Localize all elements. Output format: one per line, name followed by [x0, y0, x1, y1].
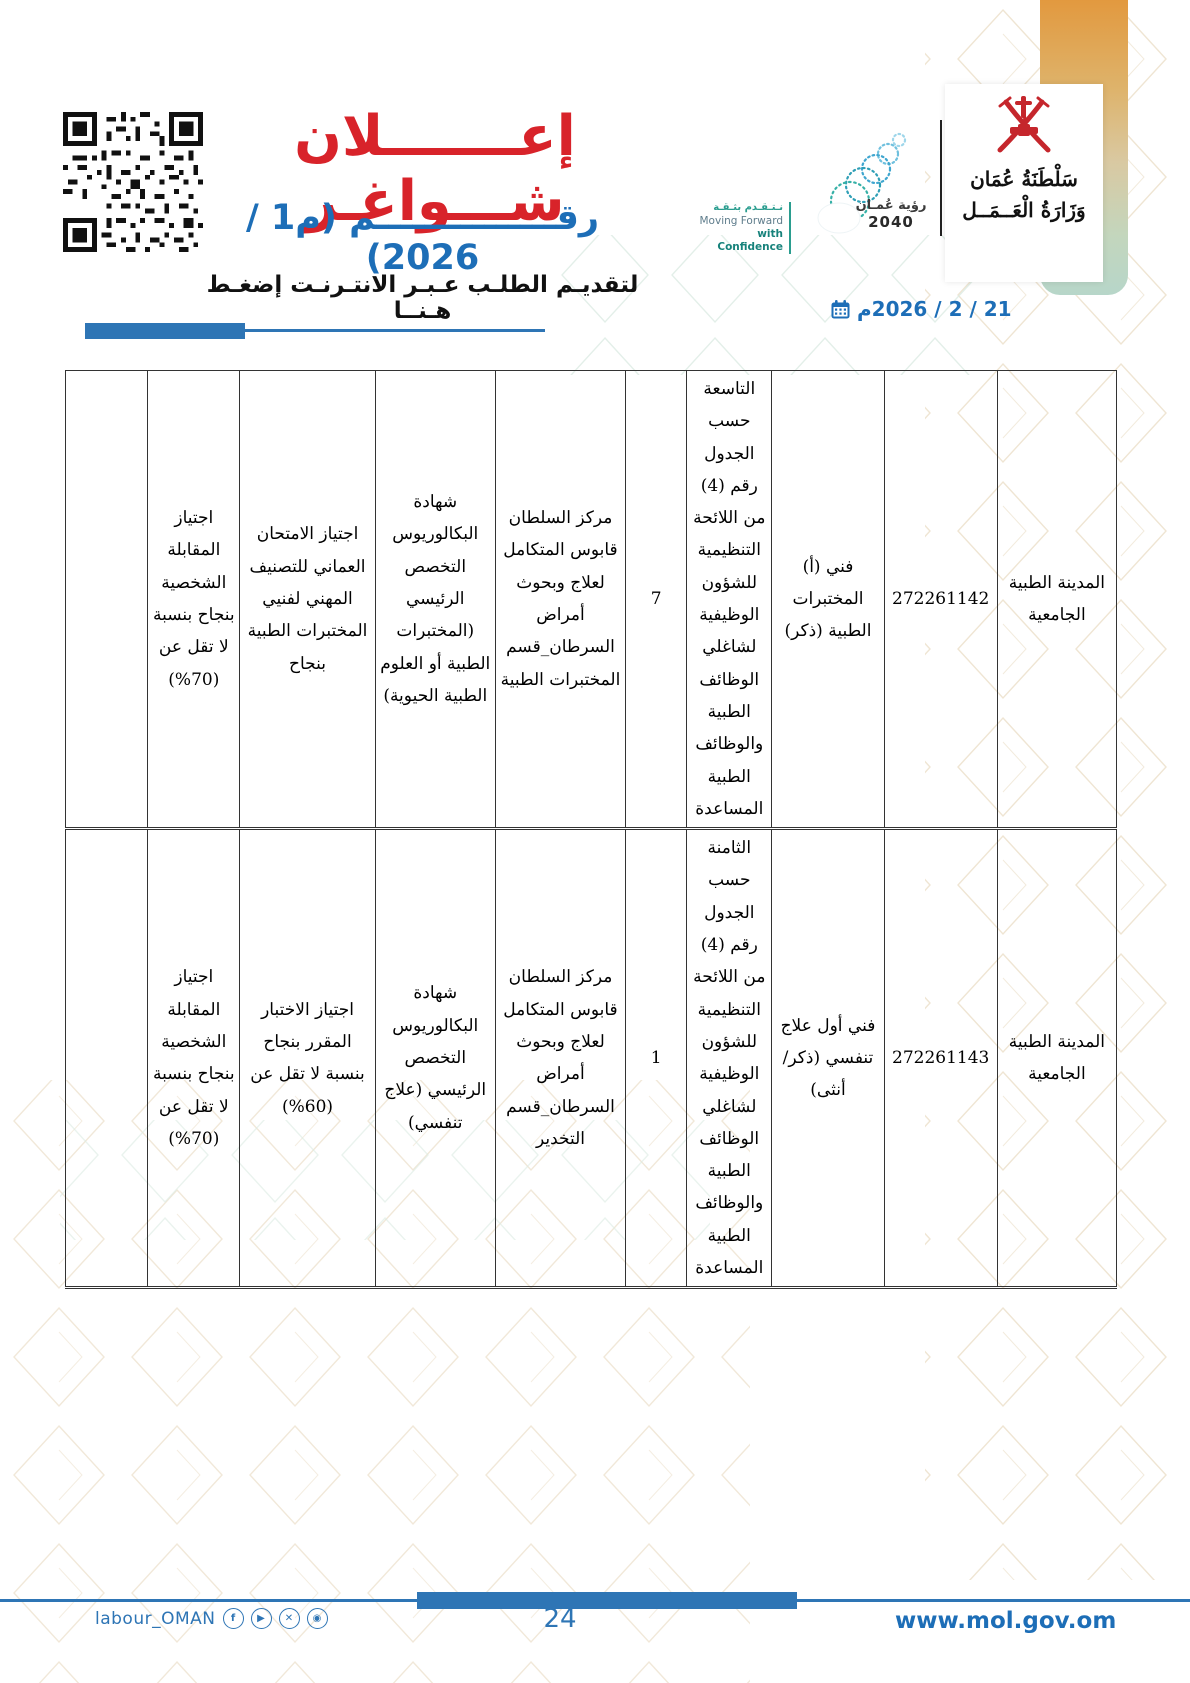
vision-comet-icon	[817, 132, 907, 234]
cell-qualification: شهادة البكالوريوس التخصص الرئيسي (المختب…	[374, 369, 496, 831]
vision-tagline-ar: نـتـقـدم بثـقـة	[713, 202, 783, 213]
cell-job-number: 272261143	[883, 828, 998, 1289]
footer-social: labour_OMAN f ▶ ✕ ◉	[95, 1608, 328, 1629]
cell-job-number: 272261142	[883, 369, 998, 831]
announcement-number: رقـــــــــــــــم (م1 / 2026)	[245, 198, 600, 278]
header-accent-bar	[85, 323, 245, 339]
vision-year: 2040	[868, 213, 914, 231]
cell-interview-requirement: اجتياز المقابلة الشخصية بنجاح بنسبة لا ت…	[147, 828, 241, 1289]
cell-grade: الثامنة حسب الجدول رقم (4) من اللائحة ال…	[686, 828, 773, 1289]
oman-emblem-icon	[997, 96, 1051, 153]
instagram-icon[interactable]: ◉	[306, 1608, 328, 1629]
ministry-name-text: وَزَارَةُ الْعَــمَــل	[962, 198, 1086, 222]
cell-notes	[64, 369, 149, 831]
footer-accent-bar	[417, 1592, 797, 1609]
cell-vacancy-count: 7	[625, 369, 688, 831]
cell-interview-requirement: اجتياز المقابلة الشخصية بنجاح بنسبة لا ت…	[147, 369, 241, 831]
cell-job-title: فني أول علاج تنفسي (ذكر/ أنثى)	[771, 828, 885, 1289]
cell-notes	[64, 828, 149, 1289]
facebook-icon[interactable]: f	[222, 1608, 244, 1629]
cell-location: مركز السلطان قابوس المتكامل لعلاج وبحوث …	[494, 369, 627, 831]
cell-workplace: المدينة الطبية الجامعية	[996, 369, 1118, 831]
logo-divider	[940, 120, 942, 236]
ministry-logo-box: سَلْطَنَةُ عُمَان وَزَارَةُ الْعَــمَــل	[945, 84, 1103, 282]
date-text: 21 / 2 / 2026م	[857, 297, 1012, 321]
cell-qualification: شهادة البكالوريوس التخصص الرئيسي (علاج ت…	[374, 828, 496, 1289]
header-accent-line	[245, 329, 545, 332]
cell-exam-requirement: اجتياز الامتحان العماني للتصنيف المهني ل…	[239, 369, 376, 831]
announcement-date: 21 / 2 / 2026م	[830, 297, 1025, 321]
cell-exam-requirement: اجتياز الاختبار المقرر بنجاح بنسبة لا تق…	[239, 828, 376, 1289]
page-number: 24	[543, 1604, 577, 1634]
x-icon[interactable]: ✕	[278, 1608, 300, 1629]
ministry-country-text: سَلْطَنَةُ عُمَان	[970, 167, 1078, 191]
cell-vacancy-count: 1	[625, 828, 688, 1289]
table-row: المدينة الطبية الجامعية 272261142 فني (أ…	[64, 369, 1118, 831]
social-handle[interactable]: labour_OMAN	[95, 1608, 216, 1629]
table-row: المدينة الطبية الجامعية 272261143 فني أو…	[64, 828, 1118, 1289]
cell-job-title: فني (أ) المختبرات الطبية (ذكر)	[771, 369, 885, 831]
footer-website-link[interactable]: www.mol.gov.om	[895, 1608, 1117, 1634]
calendar-icon	[831, 299, 850, 318]
apply-online-link[interactable]: لتقديـم الطلـب عـبـر الانتـرنـت إضغـط هـ…	[206, 272, 639, 324]
qr-code[interactable]	[63, 112, 203, 252]
vacancies-table: المدينة الطبية الجامعية 272261142 فني (أ…	[64, 369, 1118, 1290]
vision-tagline-en2: with Confidence	[717, 227, 783, 253]
vision-tagline-en1: Moving Forward	[699, 214, 784, 227]
youtube-icon[interactable]: ▶	[250, 1608, 272, 1629]
page-title: إعـــــــلان شـــواغـر	[294, 104, 577, 234]
vision-2040-logo: نـتـقـدم بثـقـة Moving Forward with Conf…	[695, 118, 930, 266]
cell-location: مركز السلطان قابوس المتكامل لعلاج وبحوث …	[494, 828, 627, 1289]
vision-name-ar: رؤية عُمـان	[855, 198, 927, 213]
cell-workplace: المدينة الطبية الجامعية	[996, 828, 1118, 1289]
cell-grade: التاسعة حسب الجدول رقم (4) من اللائحة ال…	[686, 369, 773, 831]
